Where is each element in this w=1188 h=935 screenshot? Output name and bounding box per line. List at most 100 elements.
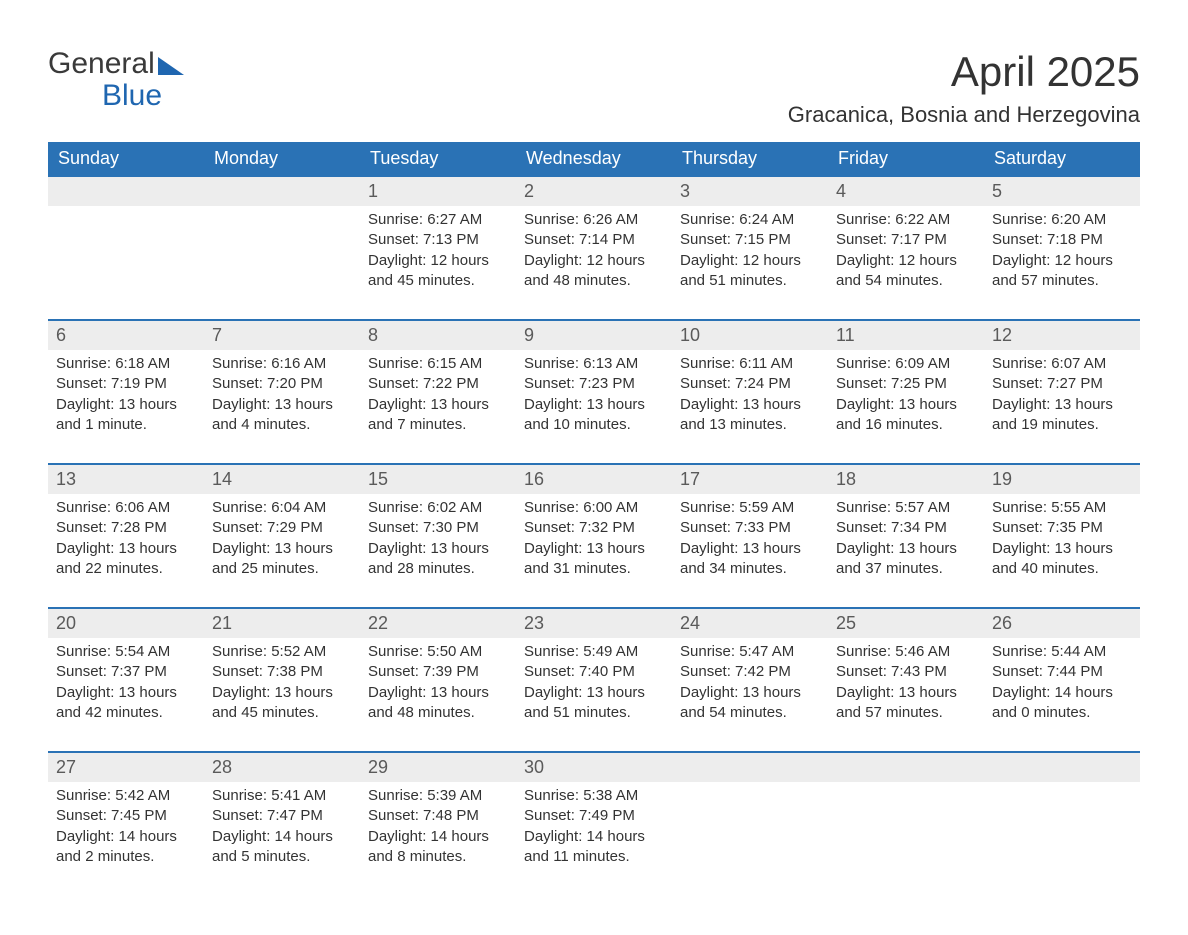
logo-text-blue: Blue bbox=[102, 80, 162, 112]
day-cell: 11Sunrise: 6:09 AMSunset: 7:25 PMDayligh… bbox=[828, 320, 984, 464]
day-cell: 9Sunrise: 6:13 AMSunset: 7:23 PMDaylight… bbox=[516, 320, 672, 464]
sunset-text: Sunset: 7:24 PM bbox=[680, 374, 828, 394]
daylight-line2: and 48 minutes. bbox=[524, 271, 672, 291]
day-body: Sunrise: 5:46 AMSunset: 7:43 PMDaylight:… bbox=[828, 638, 984, 751]
daylight-line1: Daylight: 14 hours bbox=[56, 827, 204, 847]
daylight-line2: and 8 minutes. bbox=[368, 847, 516, 867]
day-number: 28 bbox=[204, 753, 360, 782]
sunrise-text: Sunrise: 5:38 AM bbox=[524, 786, 672, 806]
day-number: 5 bbox=[984, 177, 1140, 206]
sunset-text: Sunset: 7:29 PM bbox=[212, 518, 360, 538]
week-row: 1Sunrise: 6:27 AMSunset: 7:13 PMDaylight… bbox=[48, 176, 1140, 320]
daylight-line2: and 31 minutes. bbox=[524, 559, 672, 579]
daylight-line1: Daylight: 14 hours bbox=[992, 683, 1140, 703]
day-body: Sunrise: 6:22 AMSunset: 7:17 PMDaylight:… bbox=[828, 206, 984, 319]
daylight-line1: Daylight: 13 hours bbox=[56, 683, 204, 703]
sunset-text: Sunset: 7:47 PM bbox=[212, 806, 360, 826]
day-number: 19 bbox=[984, 465, 1140, 494]
daylight-line2: and 0 minutes. bbox=[992, 703, 1140, 723]
daylight-line2: and 51 minutes. bbox=[680, 271, 828, 291]
sunrise-text: Sunrise: 5:47 AM bbox=[680, 642, 828, 662]
day-body: Sunrise: 6:26 AMSunset: 7:14 PMDaylight:… bbox=[516, 206, 672, 319]
sunset-text: Sunset: 7:14 PM bbox=[524, 230, 672, 250]
sunset-text: Sunset: 7:33 PM bbox=[680, 518, 828, 538]
calendar-page: General Blue April 2025 Gracanica, Bosni… bbox=[0, 0, 1188, 935]
daylight-line2: and 48 minutes. bbox=[368, 703, 516, 723]
daylight-line2: and 45 minutes. bbox=[212, 703, 360, 723]
day-cell: 18Sunrise: 5:57 AMSunset: 7:34 PMDayligh… bbox=[828, 464, 984, 608]
daylight-line1: Daylight: 12 hours bbox=[368, 251, 516, 271]
daylight-line1: Daylight: 13 hours bbox=[836, 395, 984, 415]
day-number: 7 bbox=[204, 321, 360, 350]
day-cell bbox=[672, 752, 828, 895]
day-number: 17 bbox=[672, 465, 828, 494]
dayhead-sunday: Sunday bbox=[48, 142, 204, 176]
daylight-line1: Daylight: 13 hours bbox=[524, 539, 672, 559]
daylight-line1: Daylight: 12 hours bbox=[836, 251, 984, 271]
day-cell: 10Sunrise: 6:11 AMSunset: 7:24 PMDayligh… bbox=[672, 320, 828, 464]
sunrise-text: Sunrise: 5:49 AM bbox=[524, 642, 672, 662]
day-body: Sunrise: 5:50 AMSunset: 7:39 PMDaylight:… bbox=[360, 638, 516, 751]
day-body: Sunrise: 5:47 AMSunset: 7:42 PMDaylight:… bbox=[672, 638, 828, 751]
daylight-line2: and 54 minutes. bbox=[836, 271, 984, 291]
day-body bbox=[828, 782, 984, 834]
sunset-text: Sunset: 7:38 PM bbox=[212, 662, 360, 682]
daylight-line2: and 4 minutes. bbox=[212, 415, 360, 435]
day-number-empty bbox=[672, 753, 828, 782]
daylight-line1: Daylight: 12 hours bbox=[680, 251, 828, 271]
daylight-line2: and 11 minutes. bbox=[524, 847, 672, 867]
sunset-text: Sunset: 7:13 PM bbox=[368, 230, 516, 250]
sunrise-text: Sunrise: 6:11 AM bbox=[680, 354, 828, 374]
daylight-line1: Daylight: 14 hours bbox=[524, 827, 672, 847]
day-number: 12 bbox=[984, 321, 1140, 350]
daylight-line1: Daylight: 13 hours bbox=[56, 539, 204, 559]
day-body: Sunrise: 6:07 AMSunset: 7:27 PMDaylight:… bbox=[984, 350, 1140, 463]
daylight-line1: Daylight: 12 hours bbox=[524, 251, 672, 271]
day-body bbox=[672, 782, 828, 834]
daylight-line1: Daylight: 14 hours bbox=[212, 827, 360, 847]
dayhead-thursday: Thursday bbox=[672, 142, 828, 176]
day-cell: 28Sunrise: 5:41 AMSunset: 7:47 PMDayligh… bbox=[204, 752, 360, 895]
daylight-line2: and 1 minute. bbox=[56, 415, 204, 435]
day-cell: 17Sunrise: 5:59 AMSunset: 7:33 PMDayligh… bbox=[672, 464, 828, 608]
day-cell: 7Sunrise: 6:16 AMSunset: 7:20 PMDaylight… bbox=[204, 320, 360, 464]
day-cell: 15Sunrise: 6:02 AMSunset: 7:30 PMDayligh… bbox=[360, 464, 516, 608]
day-body bbox=[204, 206, 360, 258]
daylight-line2: and 19 minutes. bbox=[992, 415, 1140, 435]
day-body: Sunrise: 5:38 AMSunset: 7:49 PMDaylight:… bbox=[516, 782, 672, 895]
sunset-text: Sunset: 7:32 PM bbox=[524, 518, 672, 538]
sunset-text: Sunset: 7:49 PM bbox=[524, 806, 672, 826]
sunrise-text: Sunrise: 5:44 AM bbox=[992, 642, 1140, 662]
day-cell: 26Sunrise: 5:44 AMSunset: 7:44 PMDayligh… bbox=[984, 608, 1140, 752]
day-number: 2 bbox=[516, 177, 672, 206]
dayhead-monday: Monday bbox=[204, 142, 360, 176]
dayhead-tuesday: Tuesday bbox=[360, 142, 516, 176]
daylight-line2: and 54 minutes. bbox=[680, 703, 828, 723]
daylight-line2: and 16 minutes. bbox=[836, 415, 984, 435]
sunrise-text: Sunrise: 6:26 AM bbox=[524, 210, 672, 230]
day-cell: 5Sunrise: 6:20 AMSunset: 7:18 PMDaylight… bbox=[984, 176, 1140, 320]
day-number: 26 bbox=[984, 609, 1140, 638]
daylight-line2: and 45 minutes. bbox=[368, 271, 516, 291]
logo-text-general: General bbox=[48, 48, 155, 80]
daylight-line1: Daylight: 13 hours bbox=[992, 395, 1140, 415]
dayhead-friday: Friday bbox=[828, 142, 984, 176]
weekday-header-row: Sunday Monday Tuesday Wednesday Thursday… bbox=[48, 142, 1140, 176]
day-number: 21 bbox=[204, 609, 360, 638]
day-cell: 4Sunrise: 6:22 AMSunset: 7:17 PMDaylight… bbox=[828, 176, 984, 320]
week-row: 13Sunrise: 6:06 AMSunset: 7:28 PMDayligh… bbox=[48, 464, 1140, 608]
day-body: Sunrise: 5:57 AMSunset: 7:34 PMDaylight:… bbox=[828, 494, 984, 607]
week-row: 27Sunrise: 5:42 AMSunset: 7:45 PMDayligh… bbox=[48, 752, 1140, 895]
day-number: 22 bbox=[360, 609, 516, 638]
daylight-line2: and 22 minutes. bbox=[56, 559, 204, 579]
day-cell: 20Sunrise: 5:54 AMSunset: 7:37 PMDayligh… bbox=[48, 608, 204, 752]
daylight-line2: and 51 minutes. bbox=[524, 703, 672, 723]
logo-triangle-icon bbox=[158, 57, 184, 75]
day-cell: 30Sunrise: 5:38 AMSunset: 7:49 PMDayligh… bbox=[516, 752, 672, 895]
daylight-line1: Daylight: 12 hours bbox=[992, 251, 1140, 271]
day-number-empty bbox=[828, 753, 984, 782]
day-number: 18 bbox=[828, 465, 984, 494]
daylight-line1: Daylight: 13 hours bbox=[680, 683, 828, 703]
daylight-line1: Daylight: 13 hours bbox=[212, 539, 360, 559]
daylight-line2: and 57 minutes. bbox=[836, 703, 984, 723]
